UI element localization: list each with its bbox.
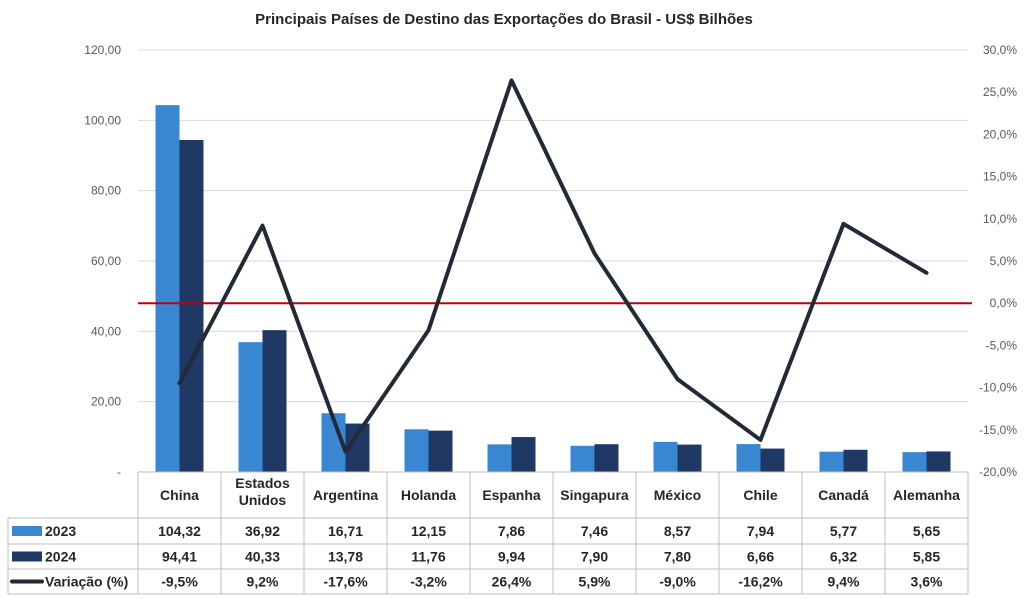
series-line-variacao [177, 78, 929, 454]
y-left-tick-label: 120,00 [84, 43, 121, 57]
data-label: 11,76 [411, 549, 445, 565]
y-right-tick-label: -10,0% [979, 381, 1017, 395]
data-label: -3,2% [410, 574, 447, 590]
y-right-tick-label: -5,0% [986, 338, 1018, 352]
data-label: 12,15 [411, 523, 446, 539]
y-right-tick-label: -15,0% [979, 423, 1017, 437]
bar-2023 [238, 342, 263, 472]
data-label: 7,86 [498, 523, 525, 539]
bar-2023 [819, 451, 844, 472]
data-label: 5,65 [913, 523, 940, 539]
bar-2023 [404, 429, 429, 472]
bar-2024 [511, 437, 536, 472]
bar-2023 [487, 444, 512, 472]
data-label: 36,92 [245, 523, 280, 539]
bar-2024 [843, 449, 868, 472]
x-tick-label: Canadá [818, 487, 869, 503]
data-label: 6,66 [747, 549, 774, 565]
data-label: 9,4% [828, 574, 860, 590]
y-left-tick-label: 80,00 [91, 184, 121, 198]
bar-2023 [736, 444, 761, 472]
data-label: 7,80 [664, 549, 691, 565]
y-right-tick-label: 15,0% [983, 170, 1017, 184]
y-left-tick-label: 60,00 [91, 254, 121, 268]
x-tick-label: Alemanha [893, 487, 960, 503]
data-label: 94,41 [162, 549, 197, 565]
data-label: 9,94 [498, 549, 525, 565]
data-label: 26,4% [492, 574, 532, 590]
y-right-tick-label: 20,0% [983, 127, 1017, 141]
legend-swatch [12, 526, 42, 536]
data-table: China Estados Unidos Argentina Holanda Espanh… [7, 471, 969, 595]
y-left-tick-label: 40,00 [91, 324, 121, 338]
x-tick-label: China [160, 487, 199, 503]
x-tick-label: Argentina [313, 487, 379, 503]
y-axis-right: -20,0% -15,0% -10,0% -5,0% 0,0% 5,0% 10,0% 15,0… [979, 43, 1017, 479]
y-right-tick-label: 5,0% [990, 254, 1018, 268]
data-label: -9,5% [161, 574, 198, 590]
bar-2024 [179, 139, 204, 472]
data-label: 7,46 [581, 523, 608, 539]
data-label: 5,77 [830, 523, 857, 539]
y-left-tick-label: - [117, 465, 121, 479]
bars [155, 105, 951, 473]
data-label: 7,94 [747, 523, 774, 539]
x-tick-label: Holanda [401, 487, 456, 503]
data-label: 6,32 [830, 549, 857, 565]
x-tick-label: Chile [743, 487, 777, 503]
x-tick-label: Estados Unidos [235, 475, 290, 508]
data-label: 16,71 [328, 523, 363, 539]
y-left-tick-label: 20,00 [91, 395, 121, 409]
x-tick-label: México [654, 487, 701, 503]
bar-2023 [653, 441, 678, 472]
legend-label: 2023 [45, 523, 76, 539]
data-label: 5,85 [913, 549, 940, 565]
legend-swatch [12, 551, 42, 562]
bar-2024 [594, 444, 619, 472]
bar-2023 [570, 445, 595, 472]
x-tick-label: Espanha [482, 487, 541, 503]
x-tick-label: Singapura [560, 487, 629, 503]
legend-label: Variação (%) [45, 574, 128, 590]
y-right-tick-label: 30,0% [983, 43, 1017, 57]
data-label: 7,90 [581, 549, 608, 565]
data-label: 13,78 [328, 549, 363, 565]
y-left-tick-label: 100,00 [84, 113, 121, 127]
data-label: 9,2% [247, 574, 279, 590]
bar-2023 [902, 452, 927, 472]
variation-line [177, 78, 929, 454]
bar-2024 [428, 430, 453, 472]
y-right-tick-label: 0,0% [990, 296, 1018, 310]
chart-title: Principais Países de Destino das Exporta… [255, 11, 753, 28]
y-right-tick-label: 10,0% [983, 212, 1017, 226]
bar-2024 [760, 448, 785, 472]
legend-label: 2024 [45, 549, 76, 565]
data-label: 8,57 [664, 523, 691, 539]
data-label: -16,2% [738, 574, 783, 590]
data-label: 104,32 [158, 523, 201, 539]
data-label: -17,6% [323, 574, 368, 590]
data-label: 40,33 [245, 549, 280, 565]
bar-2024 [926, 451, 951, 472]
bar-2024 [262, 330, 287, 472]
y-right-tick-label: -20,0% [979, 465, 1017, 479]
y-axis-left: - 20,00 40,00 60,00 80,00 100,00 120,00 [84, 43, 121, 479]
data-label: 3,6% [911, 574, 943, 590]
data-label: 5,9% [579, 574, 611, 590]
bar-2023 [155, 105, 180, 473]
y-right-tick-label: 25,0% [983, 85, 1017, 99]
data-label: -9,0% [659, 574, 696, 590]
bar-2024 [677, 444, 702, 472]
